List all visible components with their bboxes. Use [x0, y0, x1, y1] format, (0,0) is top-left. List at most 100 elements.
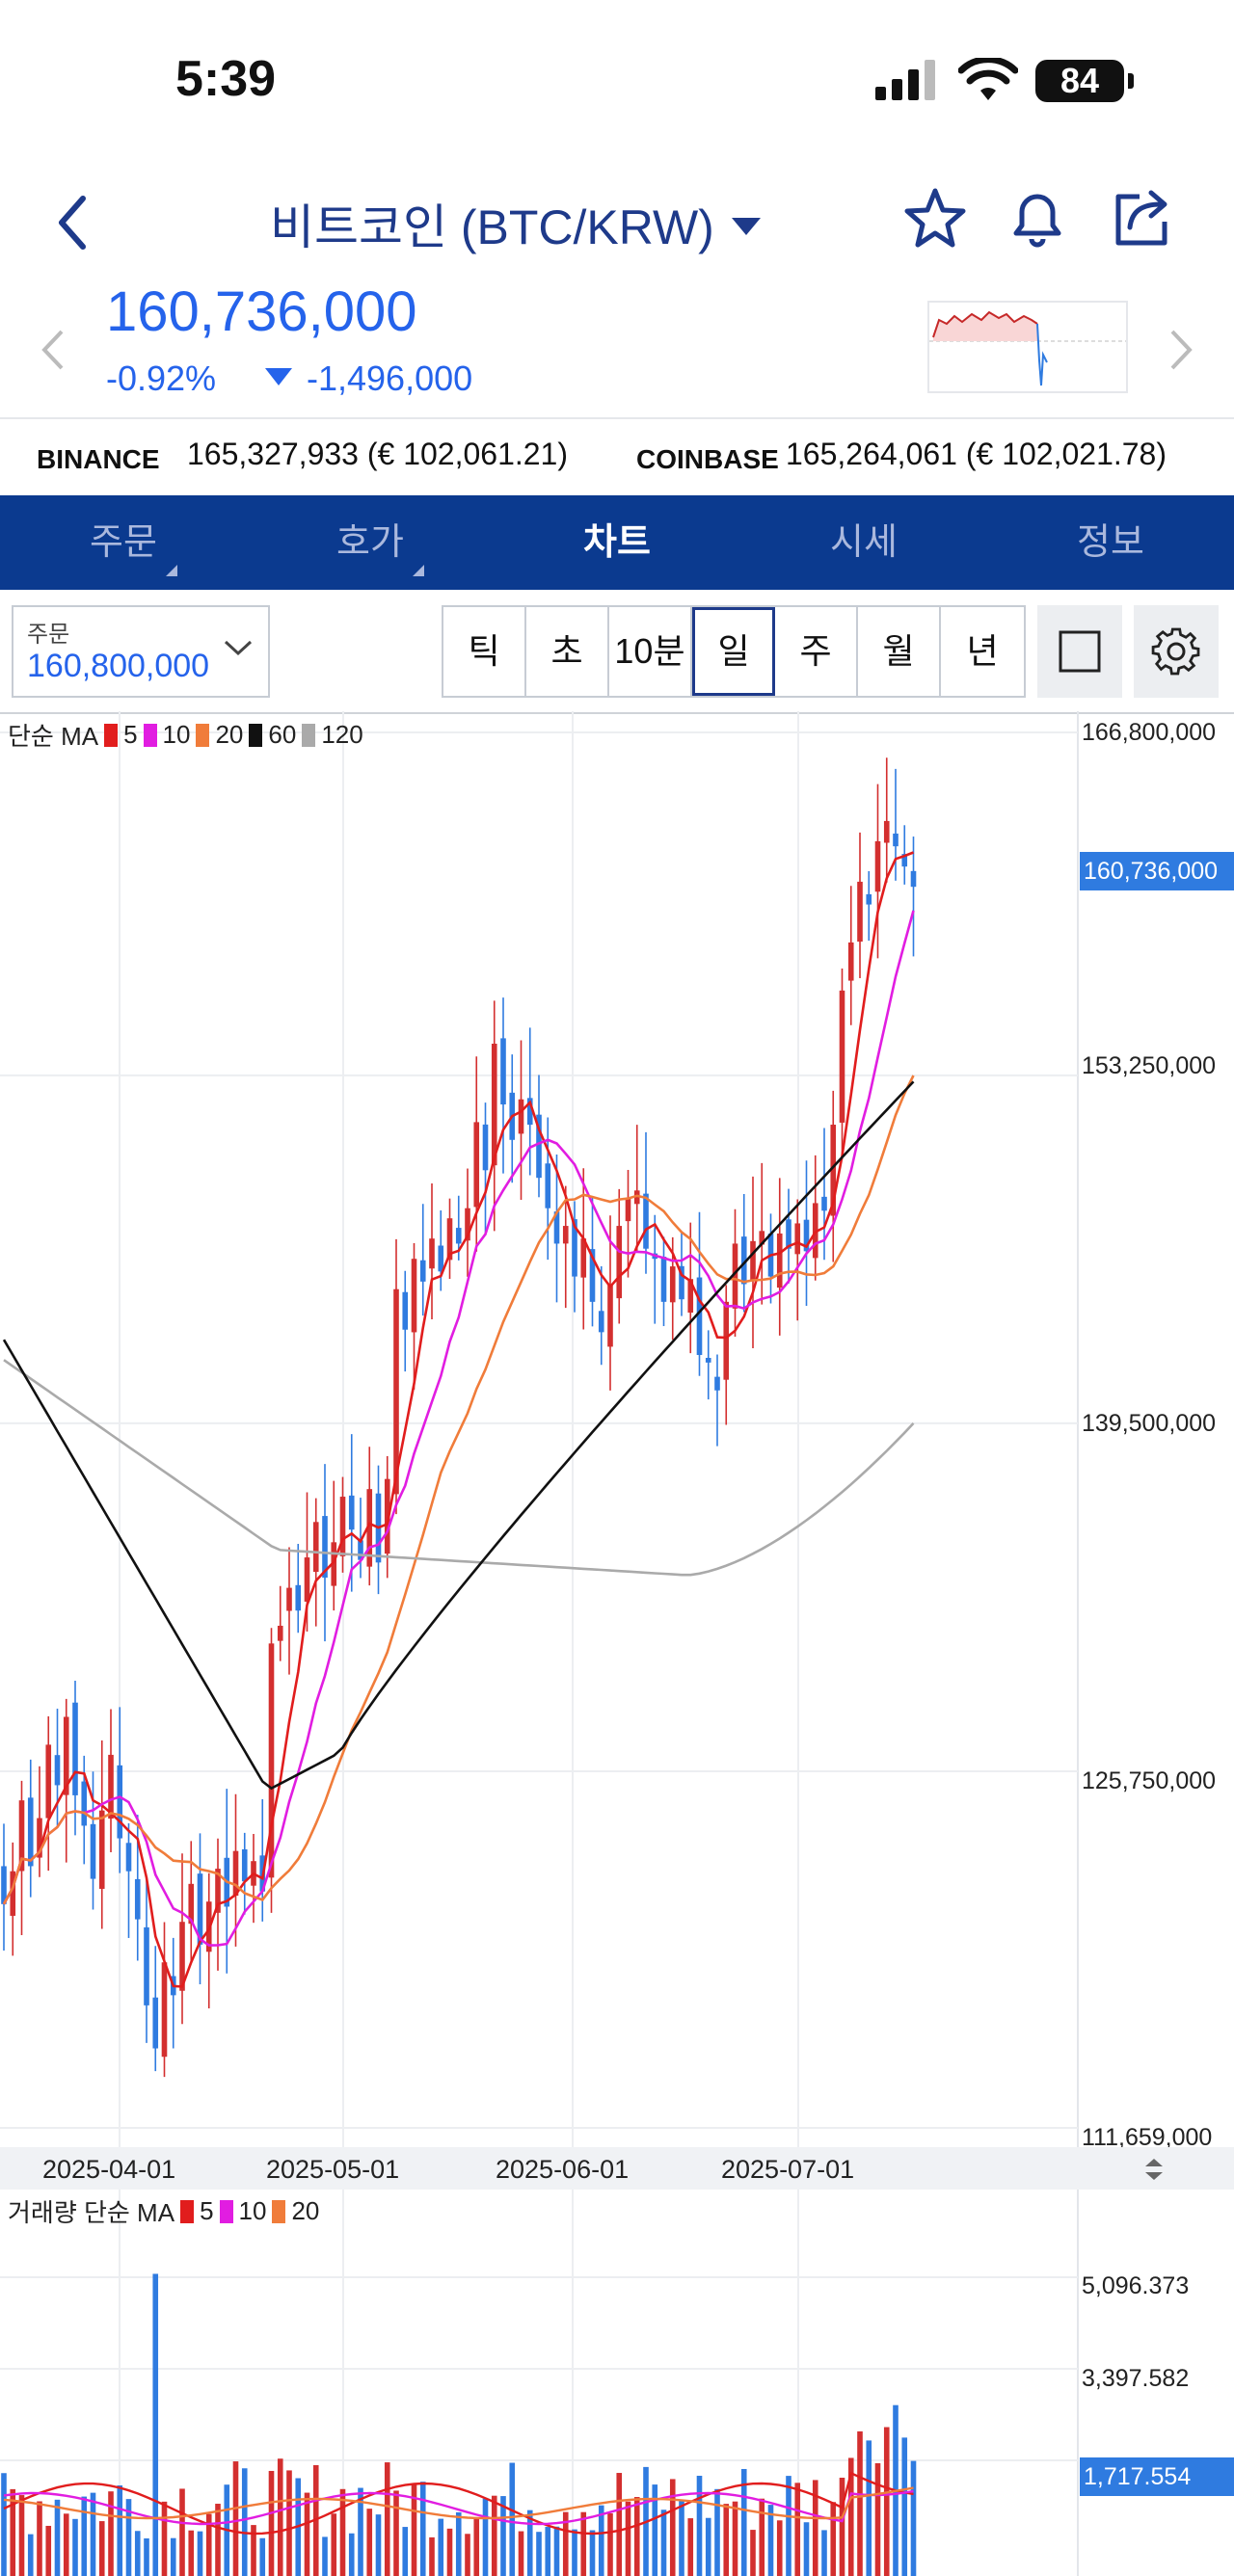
candle-body [589, 1249, 596, 1302]
prev-arrow-icon[interactable] [35, 326, 73, 374]
period-month[interactable]: 월 [858, 607, 941, 696]
candle-body [786, 1219, 791, 1249]
volume-bar [232, 2461, 239, 2576]
back-chevron-icon[interactable] [48, 187, 106, 258]
tab-orderbook[interactable]: 호가 [247, 495, 494, 590]
chevron-down-icon [224, 640, 253, 656]
candle-body [108, 1754, 114, 1819]
cellular-signal-icon [875, 60, 935, 100]
coin-selector[interactable]: 비트코인 (BTC/KRW) [270, 189, 761, 258]
period-tick[interactable]: 틱 [443, 607, 526, 696]
candle-body [491, 1043, 497, 1166]
candle-body [562, 1226, 569, 1244]
volume-bar [446, 2528, 453, 2576]
volume-bar [679, 2501, 684, 2576]
volume-bar [759, 2498, 765, 2576]
order-label: 주문 [27, 622, 70, 648]
volume-bar [45, 2525, 52, 2576]
mini-chart[interactable] [927, 301, 1128, 393]
candle-body [429, 1238, 435, 1269]
volume-bar [1, 2473, 7, 2576]
candle-body [322, 1516, 328, 1579]
ma60-swatch [249, 723, 263, 747]
volume-bar [874, 2462, 881, 2576]
volume-bar [839, 2478, 845, 2576]
volume-bar [518, 2531, 524, 2576]
candle-body [1, 1866, 7, 1904]
ma10-label: 10 [162, 720, 191, 749]
candle-body [874, 840, 881, 892]
candle-body [446, 1218, 453, 1261]
coin-title: 비트코인 (BTC/KRW) [270, 200, 714, 254]
candle-body [893, 833, 899, 847]
chart-toolbar: 주문 160,800,000 틱 초 10분 일 주 월 년 [0, 590, 1234, 711]
volume-bar [812, 2480, 818, 2576]
volume-bar [152, 2273, 159, 2576]
volume-bar [750, 2530, 756, 2576]
candle-body [776, 1233, 783, 1288]
candle-body [98, 1810, 105, 1889]
volume-bar [322, 2536, 328, 2576]
volume-bar [847, 2457, 854, 2576]
candle-body [312, 1522, 319, 1573]
candle-body [714, 1376, 720, 1391]
candle-body [117, 1765, 123, 1839]
candle-body [839, 990, 845, 1123]
volume-bar [589, 2530, 596, 2576]
volume-bar [491, 2495, 497, 2576]
chart-settings-button[interactable] [1134, 605, 1219, 698]
tab-corner-icon [413, 565, 424, 576]
candle-body [660, 1257, 667, 1302]
period-week[interactable]: 주 [775, 607, 858, 696]
tab-market-price[interactable]: 시세 [830, 522, 898, 563]
volume-bar [633, 2497, 640, 2576]
tab-order[interactable]: 주문 [0, 495, 247, 590]
share-icon[interactable] [1107, 183, 1176, 252]
period-10min[interactable]: 10분 [609, 607, 692, 696]
candle-body [331, 1542, 337, 1586]
candle-body [526, 1098, 533, 1126]
volume-bar [98, 2521, 105, 2576]
candle-body [545, 1163, 551, 1208]
next-arrow-icon[interactable] [1161, 326, 1199, 374]
period-second[interactable]: 초 [526, 607, 609, 696]
ma20-label: 20 [215, 720, 244, 749]
volume-bar [536, 2532, 542, 2576]
candle-body [455, 1228, 462, 1244]
volume-bar [705, 2517, 711, 2576]
volume-bar [197, 2531, 203, 2576]
volume-bar [205, 2513, 212, 2576]
order-value: 160,800,000 [27, 648, 210, 684]
volume-bar [259, 2537, 266, 2576]
candle-body [759, 1231, 765, 1245]
candle-body [866, 893, 872, 905]
candle-body [821, 1196, 827, 1211]
volume-bar [339, 2488, 346, 2576]
candle-body [473, 1122, 480, 1208]
order-price-selector[interactable]: 주문 160,800,000 [12, 605, 270, 698]
candle-body [705, 1357, 711, 1363]
tab-chart[interactable]: 차트 [583, 522, 651, 563]
candle-body [152, 1997, 159, 2049]
volume-bar [455, 2511, 462, 2576]
volume-bar [482, 2498, 489, 2576]
period-day[interactable]: 일 [692, 607, 775, 696]
axis-resize-icon[interactable] [1141, 2157, 1167, 2182]
candle-body [241, 1848, 248, 1882]
candle-body [45, 1744, 52, 1819]
tab-info[interactable]: 정보 [1077, 522, 1144, 563]
period-year[interactable]: 년 [966, 631, 999, 671]
volume-bar [776, 2520, 783, 2576]
candle-body [215, 1869, 221, 1913]
volume-tick-label: 3,397.582 [1082, 2365, 1190, 2392]
volume-bar [794, 2483, 801, 2576]
candle-body [295, 1584, 302, 1611]
bell-icon[interactable] [1003, 183, 1072, 252]
price-chart[interactable]: 단순 MA 5 10 20 60 120 166,800,000 160,736… [0, 711, 1234, 2576]
volume-bar [348, 2533, 355, 2576]
candle-body [411, 1259, 417, 1333]
candle-body [847, 942, 854, 981]
star-icon[interactable] [900, 183, 970, 252]
candle-body [518, 1099, 524, 1134]
chart-layout-button[interactable] [1037, 605, 1122, 698]
